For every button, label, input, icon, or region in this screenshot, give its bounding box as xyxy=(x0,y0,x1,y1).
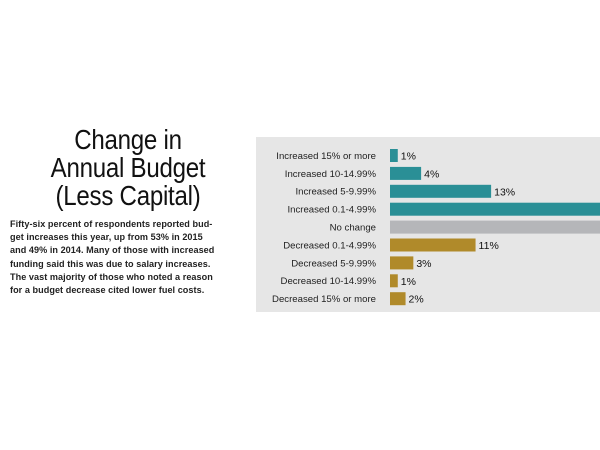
info-panel: Change in Annual Budget (Less Capital) F… xyxy=(10,126,246,297)
bar xyxy=(390,238,476,252)
category-label: Decreased 15% or more xyxy=(272,294,376,305)
value-label: 4% xyxy=(424,168,439,180)
bar xyxy=(390,202,600,216)
description-line-4: funding said this was due to salary incr… xyxy=(10,258,211,269)
bar xyxy=(390,292,406,306)
category-label: Increased 5-9.99% xyxy=(295,187,376,198)
bar xyxy=(390,166,422,180)
description-line-3: and 49% in 2014. Many of those with incr… xyxy=(10,245,215,256)
bar xyxy=(390,184,492,198)
bar xyxy=(390,220,600,234)
description-text: Fifty-six percent of respondents reporte… xyxy=(10,218,246,297)
description-line-2: get increases this year, up from 53% in … xyxy=(10,232,203,243)
category-label: Decreased 10-14.99% xyxy=(281,276,377,287)
bar xyxy=(390,149,398,162)
category-label: Decreased 5-9.99% xyxy=(291,258,376,269)
category-label: Increased 0.1-4.99% xyxy=(287,205,376,216)
category-label: Decreased 0.1-4.99% xyxy=(283,240,376,251)
description-line-1: Fifty-six percent of respondents reporte… xyxy=(10,219,213,229)
bar-chart: Increased 15% or more 1% Increased 10-14.9… xyxy=(272,149,600,306)
bar xyxy=(390,274,398,288)
value-label: 11% xyxy=(479,240,499,252)
description-line-5: The vast majority of those who noted a r… xyxy=(10,271,213,282)
category-label: Increased 10-14.99% xyxy=(285,169,377,180)
heading-line-3: (Less Capital) xyxy=(55,180,201,211)
bar-chart-panel: Increased 15% or more 1% Increased 10-14.9… xyxy=(256,137,600,312)
category-label: No change xyxy=(330,223,376,234)
chart-heading: Change in Annual Budget (Less Capital) xyxy=(27,126,230,210)
value-label: 1% xyxy=(401,276,416,288)
value-label: 3% xyxy=(416,258,431,270)
category-label: Increased 15% or more xyxy=(276,151,376,162)
bar xyxy=(390,256,414,270)
description-line-6: for a budget decrease cited lower fuel c… xyxy=(10,285,205,296)
heading-line-1: Change in xyxy=(74,124,182,155)
value-label: 1% xyxy=(401,151,416,163)
heading-line-2: Annual Budget xyxy=(50,152,206,183)
value-label: 2% xyxy=(409,294,424,306)
value-label: 13% xyxy=(494,186,515,198)
